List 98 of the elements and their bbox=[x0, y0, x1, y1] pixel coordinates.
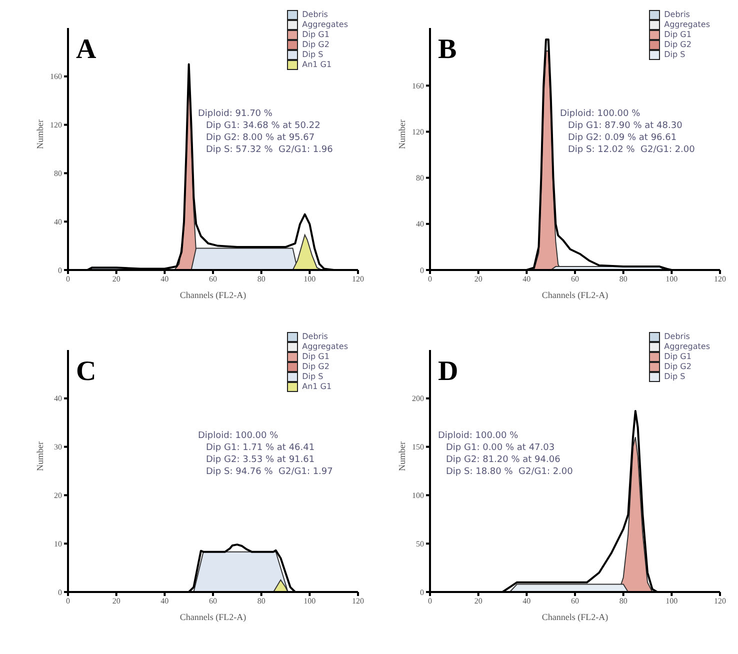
y-tick-label: 30 bbox=[54, 442, 62, 452]
x-tick-label: 60 bbox=[571, 596, 579, 606]
x-tick-label: 100 bbox=[666, 596, 678, 606]
y-tick-label: 160 bbox=[50, 72, 62, 82]
legend-label: Aggregates bbox=[302, 342, 348, 352]
y-tick-label: 120 bbox=[412, 128, 424, 137]
y-tick-label: 40 bbox=[54, 394, 62, 404]
y-tick-label: 100 bbox=[412, 491, 424, 500]
annotation: Diploid: 100.00 % bbox=[438, 430, 520, 442]
legend-label: Dip G1 bbox=[664, 30, 692, 40]
y-tick-label: 40 bbox=[54, 217, 62, 226]
legend-label: Aggregates bbox=[664, 20, 710, 30]
x-tick-label: 60 bbox=[571, 274, 579, 284]
legend-label: Dip G2 bbox=[664, 40, 692, 50]
x-tick-label: 40 bbox=[522, 274, 531, 284]
legend-label: Debris bbox=[664, 332, 690, 342]
x-tick-label: 40 bbox=[522, 596, 531, 606]
legend-label: Aggregates bbox=[302, 20, 348, 30]
annotation: Dip G1: 34.68 % at 50.22 bbox=[205, 120, 322, 132]
annotation: Dip G2: 8.00 % at 95.67 bbox=[205, 132, 316, 144]
y-tick-label: 0 bbox=[58, 588, 62, 597]
x-tick-label: 60 bbox=[209, 274, 217, 284]
annotation: Diploid: 100.00 % bbox=[198, 430, 280, 442]
annotation: Dip G2: 0.09 % at 96.61 bbox=[567, 132, 678, 144]
x-tick-label: 20 bbox=[112, 274, 120, 284]
y-tick-label: 0 bbox=[58, 266, 62, 275]
y-tick-label: 20 bbox=[54, 491, 62, 500]
x-tick-label: 120 bbox=[352, 274, 364, 284]
x-axis-title: Channels (FL2-A) bbox=[180, 290, 246, 300]
x-axis-title: Channels (FL2-A) bbox=[180, 612, 246, 622]
y-tick-label: 80 bbox=[416, 174, 424, 183]
x-tick-label: 120 bbox=[714, 274, 726, 284]
x-axis-title: Channels (FL2-A) bbox=[542, 290, 608, 300]
x-tick-label: 60 bbox=[209, 596, 217, 606]
chart-title: D bbox=[438, 356, 458, 388]
y-tick-label: 0 bbox=[420, 588, 424, 597]
chart-title: B bbox=[438, 34, 457, 66]
x-tick-label: 40 bbox=[160, 596, 169, 606]
legend-label: An1 G1 bbox=[302, 382, 332, 392]
annotation: Diploid: 100.00 % bbox=[560, 108, 642, 120]
legend-label: Dip G2 bbox=[302, 40, 330, 50]
y-tick-label: 40 bbox=[416, 220, 424, 229]
legend-label: Dip G1 bbox=[664, 352, 692, 362]
chart-title: A bbox=[76, 34, 96, 66]
legend-label: Debris bbox=[302, 332, 328, 342]
x-tick-label: 100 bbox=[304, 596, 316, 606]
annotation: Dip G1: 1.71 % at 46.41 bbox=[205, 442, 316, 454]
annotation: Dip G1: 87.90 % at 48.30 bbox=[567, 120, 684, 132]
x-tick-label: 120 bbox=[714, 596, 726, 606]
x-tick-label: 20 bbox=[112, 596, 120, 606]
chart-title: C bbox=[76, 356, 96, 388]
x-tick-label: 0 bbox=[66, 596, 70, 606]
legend-label: Debris bbox=[302, 10, 328, 20]
legend-label: Dip G1 bbox=[302, 30, 330, 40]
x-tick-label: 80 bbox=[619, 274, 628, 284]
annotation: Dip S: 18.80 % G2/G1: 2.00 bbox=[445, 466, 573, 478]
x-tick-label: 20 bbox=[474, 274, 482, 284]
x-tick-label: 100 bbox=[666, 274, 678, 284]
y-axis-title: Number bbox=[35, 120, 46, 149]
annotation: Dip S: 94.76 % G2/G1: 1.97 bbox=[205, 466, 333, 478]
annotation: Dip G2: 81.20 % at 94.06 bbox=[445, 454, 562, 466]
x-tick-label: 80 bbox=[619, 596, 628, 606]
legend-label: Dip S bbox=[664, 372, 686, 382]
y-axis-title: Number bbox=[397, 442, 408, 471]
x-tick-label: 120 bbox=[352, 596, 364, 606]
legend-label: Debris bbox=[664, 10, 690, 20]
x-tick-label: 100 bbox=[304, 274, 316, 284]
legend-label: Dip G2 bbox=[302, 362, 330, 372]
y-tick-label: 80 bbox=[54, 169, 62, 178]
annotation: Dip G2: 3.53 % at 91.61 bbox=[205, 454, 316, 466]
legend-label: Dip S bbox=[664, 50, 686, 60]
x-tick-label: 80 bbox=[257, 596, 266, 606]
annotation: Diploid: 91.70 % bbox=[198, 108, 274, 120]
y-tick-label: 120 bbox=[50, 120, 62, 130]
y-tick-label: 160 bbox=[412, 81, 424, 90]
annotation: Dip G1: 0.00 % at 47.03 bbox=[445, 442, 556, 454]
x-tick-label: 20 bbox=[474, 596, 482, 606]
annotation: Dip S: 12.02 % G2/G1: 2.00 bbox=[567, 144, 695, 156]
x-tick-label: 0 bbox=[428, 596, 432, 606]
annotation: Dip S: 57.32 % G2/G1: 1.96 bbox=[205, 144, 333, 156]
x-tick-label: 40 bbox=[160, 274, 169, 284]
y-tick-label: 10 bbox=[54, 539, 62, 548]
x-tick-label: 0 bbox=[428, 274, 432, 284]
y-tick-label: 0 bbox=[420, 266, 424, 275]
y-axis-title: Number bbox=[397, 120, 408, 149]
y-tick-label: 150 bbox=[412, 442, 424, 452]
x-axis-title: Channels (FL2-A) bbox=[542, 612, 608, 622]
legend-label: Dip S bbox=[302, 50, 324, 60]
legend-label: Dip G1 bbox=[302, 352, 330, 362]
y-axis-title: Number bbox=[35, 442, 46, 471]
legend-label: Dip S bbox=[302, 372, 324, 382]
legend-label: An1 G1 bbox=[302, 60, 332, 70]
y-tick-label: 200 bbox=[412, 394, 424, 404]
legend-label: Dip G2 bbox=[664, 362, 692, 372]
x-tick-label: 0 bbox=[66, 274, 70, 284]
legend-label: Aggregates bbox=[664, 342, 710, 352]
x-tick-label: 80 bbox=[257, 274, 266, 284]
y-tick-label: 50 bbox=[416, 539, 424, 548]
